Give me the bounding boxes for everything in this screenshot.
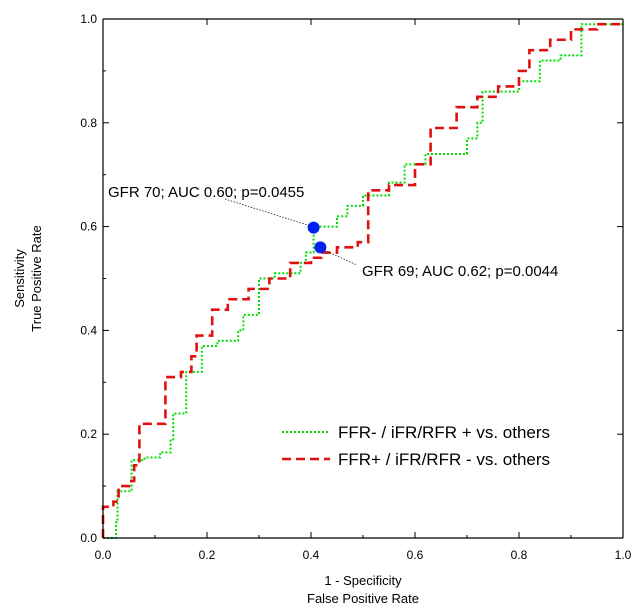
x-tick-label: 1.0 — [615, 548, 632, 562]
x-axis-label-2: False Positive Rate — [307, 591, 419, 606]
y-tick-label: 0.2 — [80, 427, 97, 441]
x-tick-label: 0.6 — [407, 548, 424, 562]
y-tick-label: 0.6 — [80, 220, 97, 234]
y-tick-label: 0.0 — [80, 531, 97, 545]
annotation-gfr69: GFR 69; AUC 0.62; p=0.0044 — [362, 263, 558, 280]
legend-label-2: FFR+ / iFR/RFR - vs. others — [338, 450, 550, 469]
y-tick-label: 0.4 — [80, 323, 97, 337]
annotations: GFR 70; AUC 0.60; p=0.0455 GFR 69; AUC 0.… — [108, 184, 558, 280]
plot-lines — [101, 22, 623, 539]
series-line-1 — [103, 23, 623, 539]
x-axis-label-1: 1 - Specificity — [324, 573, 402, 588]
threshold-marker-1 — [307, 221, 320, 234]
x-tick-label: 0.2 — [199, 548, 216, 562]
legend-label-1: FFR- / iFR/RFR + vs. others — [338, 423, 550, 442]
y-axis-label-2: True Positive Rate — [29, 225, 44, 331]
x-tick-label: 0.4 — [303, 548, 320, 562]
y-tick-label: 1.0 — [80, 12, 97, 26]
y-tick-label: 0.8 — [80, 116, 97, 130]
annotation-gfr70: GFR 70; AUC 0.60; p=0.0455 — [108, 184, 304, 201]
legend: FFR- / iFR/RFR + vs. others FFR+ / iFR/RF… — [282, 423, 550, 469]
threshold-marker-2 — [314, 241, 327, 254]
x-tick-label: 0.8 — [511, 548, 528, 562]
y-axis-label-1: Sensitivity — [12, 249, 27, 308]
axes: 0.0 0.2 0.4 0.6 0.8 1.0 0.0 0.2 0.4 0.6 0.8 1.0 1 - … — [12, 12, 632, 606]
x-tick-label: 0.0 — [95, 548, 112, 562]
leader-line-1 — [224, 198, 310, 226]
series-line-2 — [101, 22, 623, 538]
